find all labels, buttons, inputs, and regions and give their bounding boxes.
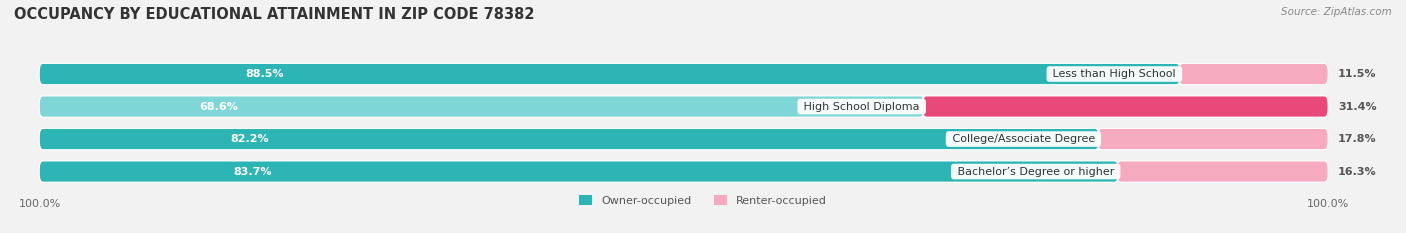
Text: High School Diploma: High School Diploma	[800, 102, 924, 112]
Text: Source: ZipAtlas.com: Source: ZipAtlas.com	[1281, 7, 1392, 17]
Text: 88.5%: 88.5%	[245, 69, 284, 79]
Text: 82.2%: 82.2%	[231, 134, 269, 144]
FancyBboxPatch shape	[39, 64, 1180, 84]
Text: 17.8%: 17.8%	[1339, 134, 1376, 144]
Text: 11.5%: 11.5%	[1339, 69, 1376, 79]
FancyBboxPatch shape	[1118, 161, 1327, 182]
Text: OCCUPANCY BY EDUCATIONAL ATTAINMENT IN ZIP CODE 78382: OCCUPANCY BY EDUCATIONAL ATTAINMENT IN Z…	[14, 7, 534, 22]
FancyBboxPatch shape	[1180, 64, 1327, 84]
Text: 31.4%: 31.4%	[1339, 102, 1376, 112]
FancyBboxPatch shape	[39, 161, 1118, 182]
FancyBboxPatch shape	[1098, 129, 1327, 149]
Text: 83.7%: 83.7%	[233, 167, 273, 177]
FancyBboxPatch shape	[39, 129, 1098, 149]
FancyBboxPatch shape	[39, 64, 1327, 84]
FancyBboxPatch shape	[39, 96, 1327, 116]
FancyBboxPatch shape	[924, 96, 1327, 116]
Text: Bachelor’s Degree or higher: Bachelor’s Degree or higher	[953, 167, 1118, 177]
Legend: Owner-occupied, Renter-occupied: Owner-occupied, Renter-occupied	[575, 191, 831, 211]
Text: Less than High School: Less than High School	[1049, 69, 1180, 79]
FancyBboxPatch shape	[39, 96, 924, 116]
Text: College/Associate Degree: College/Associate Degree	[949, 134, 1098, 144]
Text: 16.3%: 16.3%	[1339, 167, 1376, 177]
FancyBboxPatch shape	[39, 129, 1327, 149]
Text: 68.6%: 68.6%	[198, 102, 238, 112]
FancyBboxPatch shape	[39, 161, 1327, 182]
